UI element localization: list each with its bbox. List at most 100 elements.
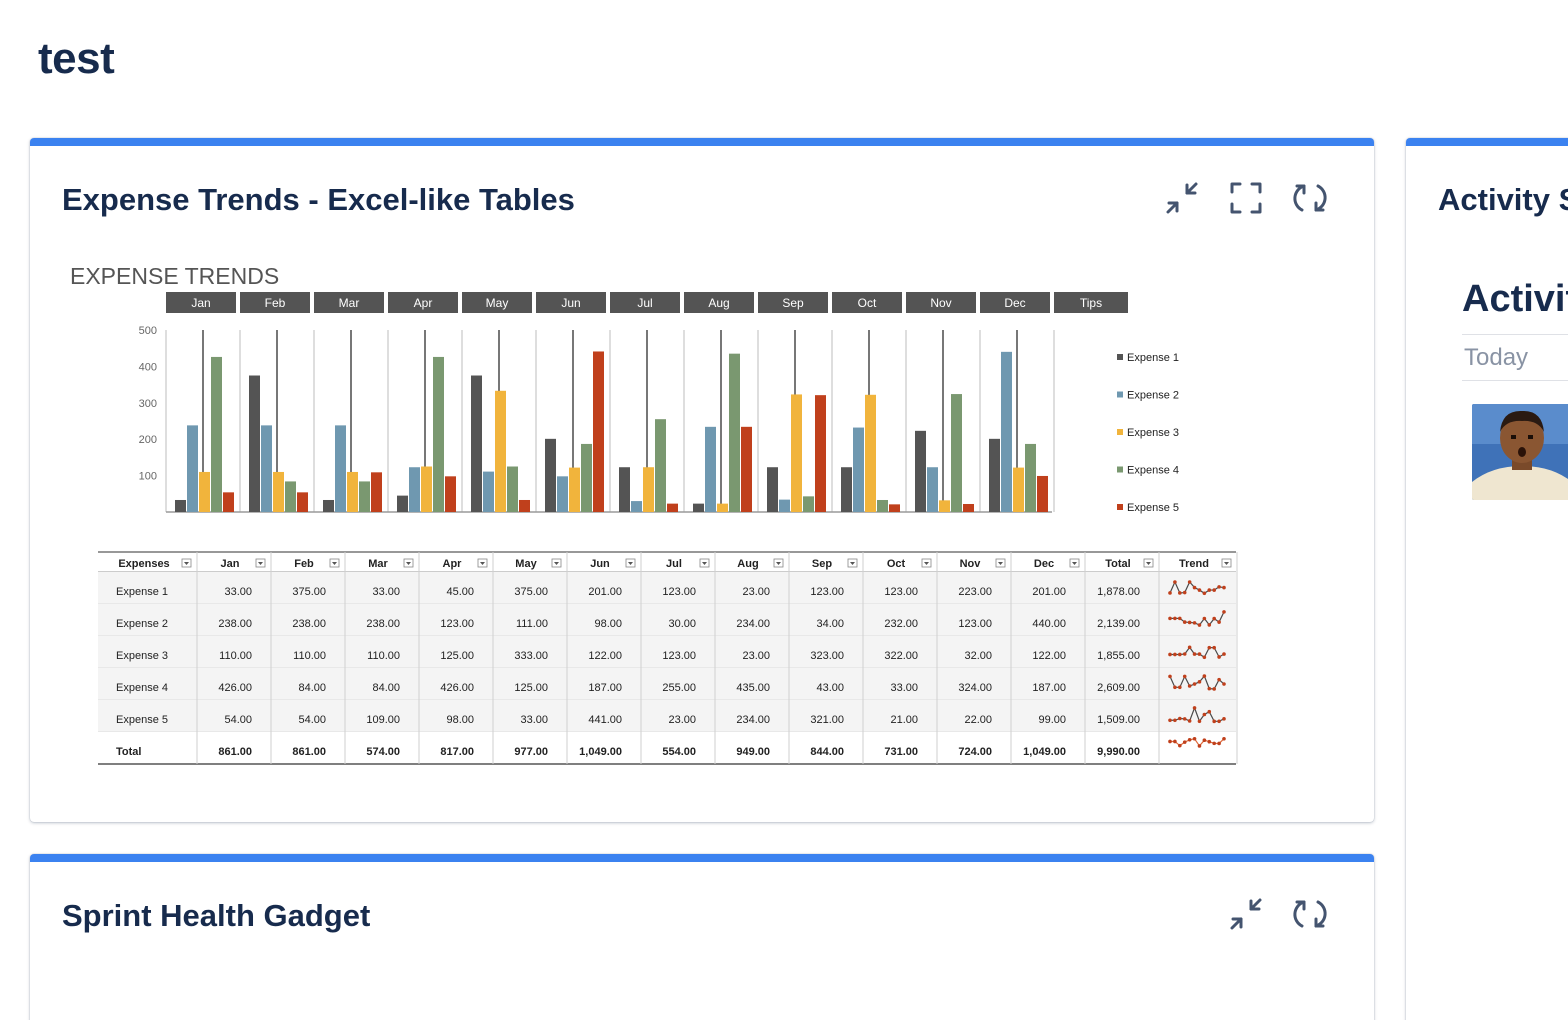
sparkline-point [1217,719,1221,724]
avatar[interactable] [1472,404,1568,500]
sparkline-point [1212,741,1216,746]
bar-expense-3 [643,467,654,512]
table-cell: 234.00 [736,714,770,726]
y-tick-label: 100 [139,471,157,483]
sparkline-point [1212,645,1216,650]
table-cell: 22.00 [964,714,992,726]
table-cell: 861.00 [292,746,326,758]
sparkline-point [1187,684,1192,688]
bar-expense-3 [421,466,432,512]
sparkline-point [1222,652,1226,656]
sparkline-point [1192,736,1197,741]
legend-swatch [1117,466,1123,473]
month-header-label: Apr [414,296,433,310]
table-cell: 977.00 [514,746,548,758]
legend-label: Expense 4 [1127,465,1179,477]
table-header-label: Sep [812,558,832,570]
bar-expense-3 [273,471,284,512]
month-header-label: Aug [708,296,729,310]
table-cell: 731.00 [884,746,918,758]
table-header-label: Nov [960,558,982,570]
legend-label: Expense 3 [1127,427,1179,439]
minimize-button[interactable] [1228,896,1264,932]
bar-expense-4 [211,356,222,512]
tips-header-label: Tips [1080,296,1102,310]
table-cell: 123.00 [662,586,696,598]
table-cell: 2,609.00 [1097,682,1140,694]
sparkline-point [1173,718,1177,723]
table-cell: 33.00 [890,682,918,694]
fullscreen-button[interactable] [1228,180,1264,216]
table-cell: 949.00 [736,746,770,758]
sparkline-point [1217,620,1221,624]
table-header-label: Total [1105,558,1130,570]
sparkline-point [1212,687,1216,691]
month-header-label: Oct [858,296,877,310]
bar-expense-1 [545,438,556,512]
legend-label: Expense 1 [1127,352,1179,364]
chart-title: EXPENSE TRENDS [70,263,279,289]
bar-expense-1 [175,499,186,512]
month-header-cell [832,292,902,313]
y-tick-label: 400 [139,361,157,373]
table-cell: 1,049.00 [1023,746,1066,758]
bar-expense-5 [223,492,234,512]
minimize-button[interactable] [1164,180,1200,216]
sparkline-point [1212,588,1216,592]
sparkline-point [1207,686,1212,691]
bar-expense-2 [557,476,568,512]
table-cell: 187.00 [588,682,622,694]
table-cell: 322.00 [884,650,918,662]
month-header-label: Jun [561,296,580,310]
table-cell: 123.00 [958,618,992,630]
sparkline-point [1178,685,1182,690]
table-cell: 33.00 [372,586,400,598]
bar-expense-4 [655,419,666,512]
table-row [98,572,1236,604]
bar-expense-2 [705,426,716,512]
y-tick-label: 500 [139,325,157,337]
bar-expense-4 [1025,443,1036,512]
refresh-button[interactable] [1292,180,1328,216]
month-header-label: Jul [637,296,652,310]
sparkline-point [1178,652,1182,657]
month-header-cell [462,292,532,313]
sparkline-point [1217,585,1221,589]
sparkline-point [1197,623,1202,627]
chevron-down-icon [628,562,633,565]
sparkline-point [1197,588,1202,592]
y-tick-label: 200 [139,434,157,446]
row-label: Expense 1 [116,586,168,598]
table-header-label: Expenses [118,558,169,570]
sparkline-point [1217,677,1221,682]
sparkline-point [1207,645,1212,650]
chevron-down-icon [554,562,559,565]
sparkline-point [1197,680,1202,684]
refresh-button[interactable] [1292,896,1328,932]
sparkline-point [1178,591,1182,595]
sparkline-point [1173,580,1177,584]
sparkline-point [1168,652,1172,657]
sparkline-point [1207,709,1212,714]
chevron-down-icon [1072,562,1077,565]
table-cell: 9,990.00 [1097,746,1140,758]
table-header-label: Trend [1179,558,1209,570]
bar-expense-1 [397,495,408,512]
expense-trends-gadget: Expense Trends - Excel-like Tables EXPEN… [30,138,1374,822]
sparkline-point [1202,738,1207,742]
sparkline-point [1168,591,1172,595]
table-cell: 861.00 [218,746,252,758]
bar-expense-1 [841,467,852,512]
month-header-cell [684,292,754,313]
bar-expense-2 [853,427,864,512]
table-cell: 33.00 [224,586,252,598]
bar-expense-3 [569,467,580,512]
table-cell: 23.00 [742,586,770,598]
bar-expense-2 [261,425,272,512]
sparkline-point [1202,655,1207,660]
bar-expense-4 [951,394,962,512]
table-row [98,636,1236,668]
row-label: Expense 5 [116,714,168,726]
table-cell: 122.00 [588,650,622,662]
sparkline-point [1187,620,1192,625]
